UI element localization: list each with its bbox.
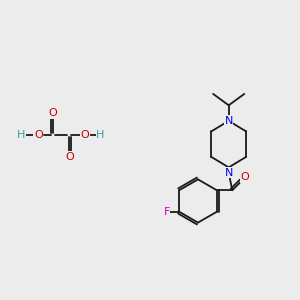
Text: O: O: [49, 108, 58, 118]
Text: N: N: [224, 168, 233, 178]
Text: H: H: [17, 130, 25, 140]
Text: O: O: [80, 130, 89, 140]
Text: H: H: [96, 130, 105, 140]
Text: O: O: [65, 152, 74, 162]
Text: F: F: [164, 207, 170, 217]
Text: N: N: [224, 116, 233, 126]
Text: O: O: [241, 172, 250, 182]
Text: O: O: [34, 130, 43, 140]
